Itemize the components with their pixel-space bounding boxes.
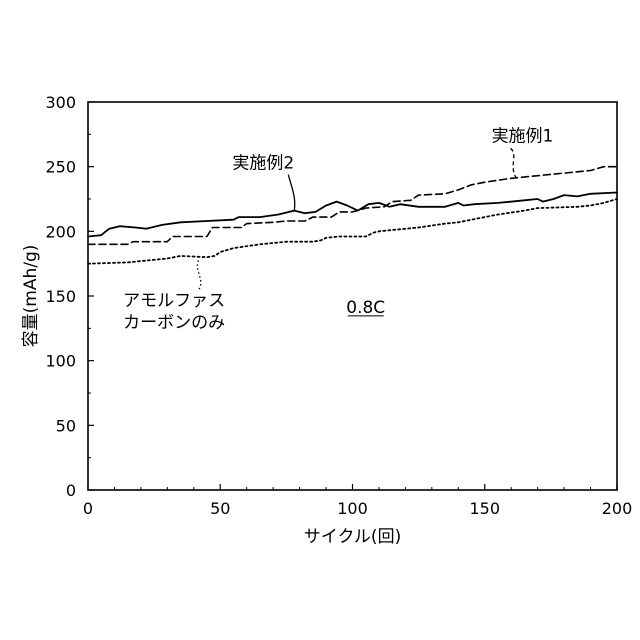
x-tick-label: 0 xyxy=(83,499,93,518)
series-group xyxy=(88,167,617,264)
leader-line-ex1 xyxy=(510,148,516,178)
annotation-label-amorphous-line1: アモルファス xyxy=(123,291,225,311)
annotation-label-amorphous-line2: カーボンのみ xyxy=(123,313,225,333)
y-tick-label: 100 xyxy=(45,352,76,371)
annotation-label-ex1: 実施例1 xyxy=(492,126,554,146)
x-tick-label: 200 xyxy=(602,499,633,518)
annotation-label-ex2: 実施例2 xyxy=(232,154,294,174)
y-tick-label: 50 xyxy=(56,416,76,435)
series-line-0 xyxy=(88,193,617,237)
series-line-1 xyxy=(88,167,617,245)
y-tick-label: 250 xyxy=(45,158,76,177)
leader-line-ex2 xyxy=(288,175,294,211)
x-tick-label: 100 xyxy=(337,499,368,518)
y-tick-label: 0 xyxy=(66,481,76,500)
x-tick-label: 50 xyxy=(210,499,230,518)
x-tick-label: 150 xyxy=(469,499,500,518)
y-tick-label: 200 xyxy=(45,222,76,241)
y-tick-label: 300 xyxy=(45,93,76,112)
annotations: 実施例2 実施例1 アモルファス カーボンのみ 0.8C xyxy=(123,126,553,333)
y-tick-label: 150 xyxy=(45,287,76,306)
condition-label: 0.8C xyxy=(346,298,385,318)
x-axis-title: サイクル(回) xyxy=(304,527,401,547)
y-axis-title: 容量(mAh/g) xyxy=(21,245,41,348)
leader-line-amorphous xyxy=(197,259,200,289)
